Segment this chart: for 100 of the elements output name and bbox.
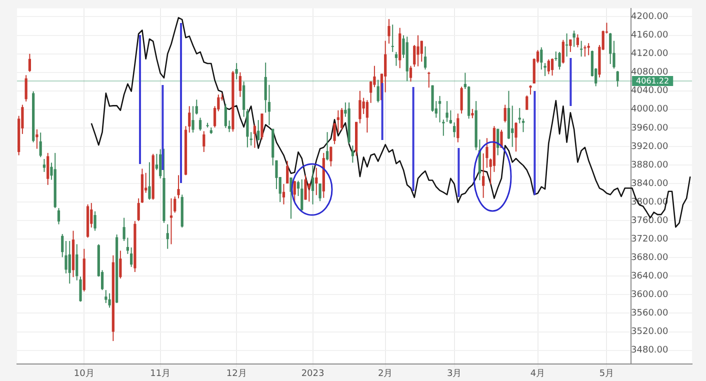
candlestick (391, 24, 394, 52)
candlestick (300, 178, 304, 212)
candlestick (28, 53, 32, 72)
x-tick-label: 2023 (301, 368, 324, 379)
y-tick-label: 4200.00 (631, 12, 669, 22)
candlestick (257, 120, 260, 141)
candlestick (576, 34, 579, 48)
candlestick (409, 65, 412, 82)
candlestick (438, 95, 442, 123)
candlestick (177, 174, 180, 199)
candlestick (68, 240, 71, 284)
candlestick (471, 108, 474, 119)
candlestick (170, 198, 173, 245)
candlestick (376, 79, 380, 103)
candlestick (330, 146, 332, 167)
candlestick (253, 124, 256, 148)
candlestick (456, 113, 460, 143)
candlestick (540, 46, 543, 70)
x-tick-label: 2月 (378, 368, 393, 379)
candlestick (174, 196, 176, 214)
candlestick (504, 104, 506, 123)
candlestick (358, 90, 362, 124)
candlestick (569, 38, 572, 52)
candlestick (57, 208, 60, 225)
candlestick (446, 100, 448, 122)
candlestick (286, 160, 289, 184)
candlestick (572, 30, 576, 48)
candlestick (547, 58, 550, 75)
candlestick (326, 132, 329, 161)
candlestick (235, 62, 238, 80)
y-tick-label: 3640.00 (631, 272, 669, 282)
candlestick (260, 113, 264, 140)
candlestick (282, 183, 286, 205)
x-tick-label: 3月 (446, 368, 462, 379)
y-tick-label: 3520.00 (631, 327, 669, 338)
x-tick-label: 10月 (74, 368, 94, 379)
y-tick-label: 3720.00 (631, 234, 669, 244)
candlestick (351, 145, 354, 164)
y-tick-label: 3760.00 (631, 216, 669, 226)
candlestick (413, 44, 416, 68)
candlestick (609, 32, 612, 64)
candlestick (518, 108, 521, 124)
candlestick (130, 246, 133, 268)
candlestick (616, 70, 619, 88)
candlestick (238, 72, 242, 98)
candlestick (452, 122, 456, 138)
candlestick (119, 250, 122, 279)
y-tick-label: 4160.00 (631, 30, 669, 41)
y-tick-label: 4080.00 (631, 68, 669, 78)
candlestick (224, 103, 227, 128)
candlestick (293, 180, 296, 203)
candlestick (511, 105, 514, 148)
candlestick (311, 164, 314, 205)
candlestick (558, 51, 561, 70)
candlestick (166, 224, 169, 250)
candlestick (46, 152, 50, 186)
candlestick (420, 40, 423, 62)
y-tick-label: 3560.00 (631, 308, 669, 319)
candlestick (315, 167, 318, 196)
candlestick (366, 100, 369, 134)
candlestick (39, 132, 42, 158)
candlestick (137, 198, 140, 222)
y-tick-label: 3960.00 (631, 123, 669, 134)
candlestick (148, 162, 151, 200)
y-tick-label: 4040.00 (631, 86, 669, 96)
candlestick (587, 42, 590, 56)
candlestick (198, 117, 202, 132)
ref-line-label: 4061.22 (636, 76, 670, 86)
candlestick (449, 110, 452, 124)
candlestick (428, 71, 430, 88)
y-tick-label: 3680.00 (631, 252, 669, 263)
candlestick (318, 183, 322, 202)
candlestick (24, 74, 28, 102)
candlestick (228, 120, 231, 133)
candlestick (94, 210, 96, 232)
y-tick-label: 3920.00 (631, 142, 669, 152)
y-tick-label: 3840.00 (631, 178, 669, 189)
x-tick-label: 5月 (599, 368, 614, 379)
y-tick-label: 3880.00 (631, 160, 669, 170)
candlestick (514, 122, 518, 152)
candlestick (584, 44, 586, 58)
candlestick (550, 58, 554, 76)
candlestick (562, 39, 564, 64)
candlestick (104, 290, 108, 304)
y-tick-label: 3480.00 (631, 346, 669, 356)
candlestick (565, 32, 568, 58)
candlestick (526, 94, 528, 110)
x-tick-label: 4月 (530, 368, 546, 379)
candlestick (529, 84, 532, 96)
x-tick-label: 11月 (150, 368, 171, 379)
candlestick (370, 80, 372, 104)
y-tick-label: 3600.00 (631, 290, 669, 300)
candlestick (195, 99, 198, 115)
candlestick (580, 40, 583, 58)
candlestick (394, 51, 398, 66)
y-tick-label: 4000.00 (631, 104, 669, 115)
x-tick-label: 12月 (226, 368, 247, 379)
candlestick (42, 158, 46, 172)
candlestick (275, 160, 278, 190)
candlestick (388, 18, 390, 44)
